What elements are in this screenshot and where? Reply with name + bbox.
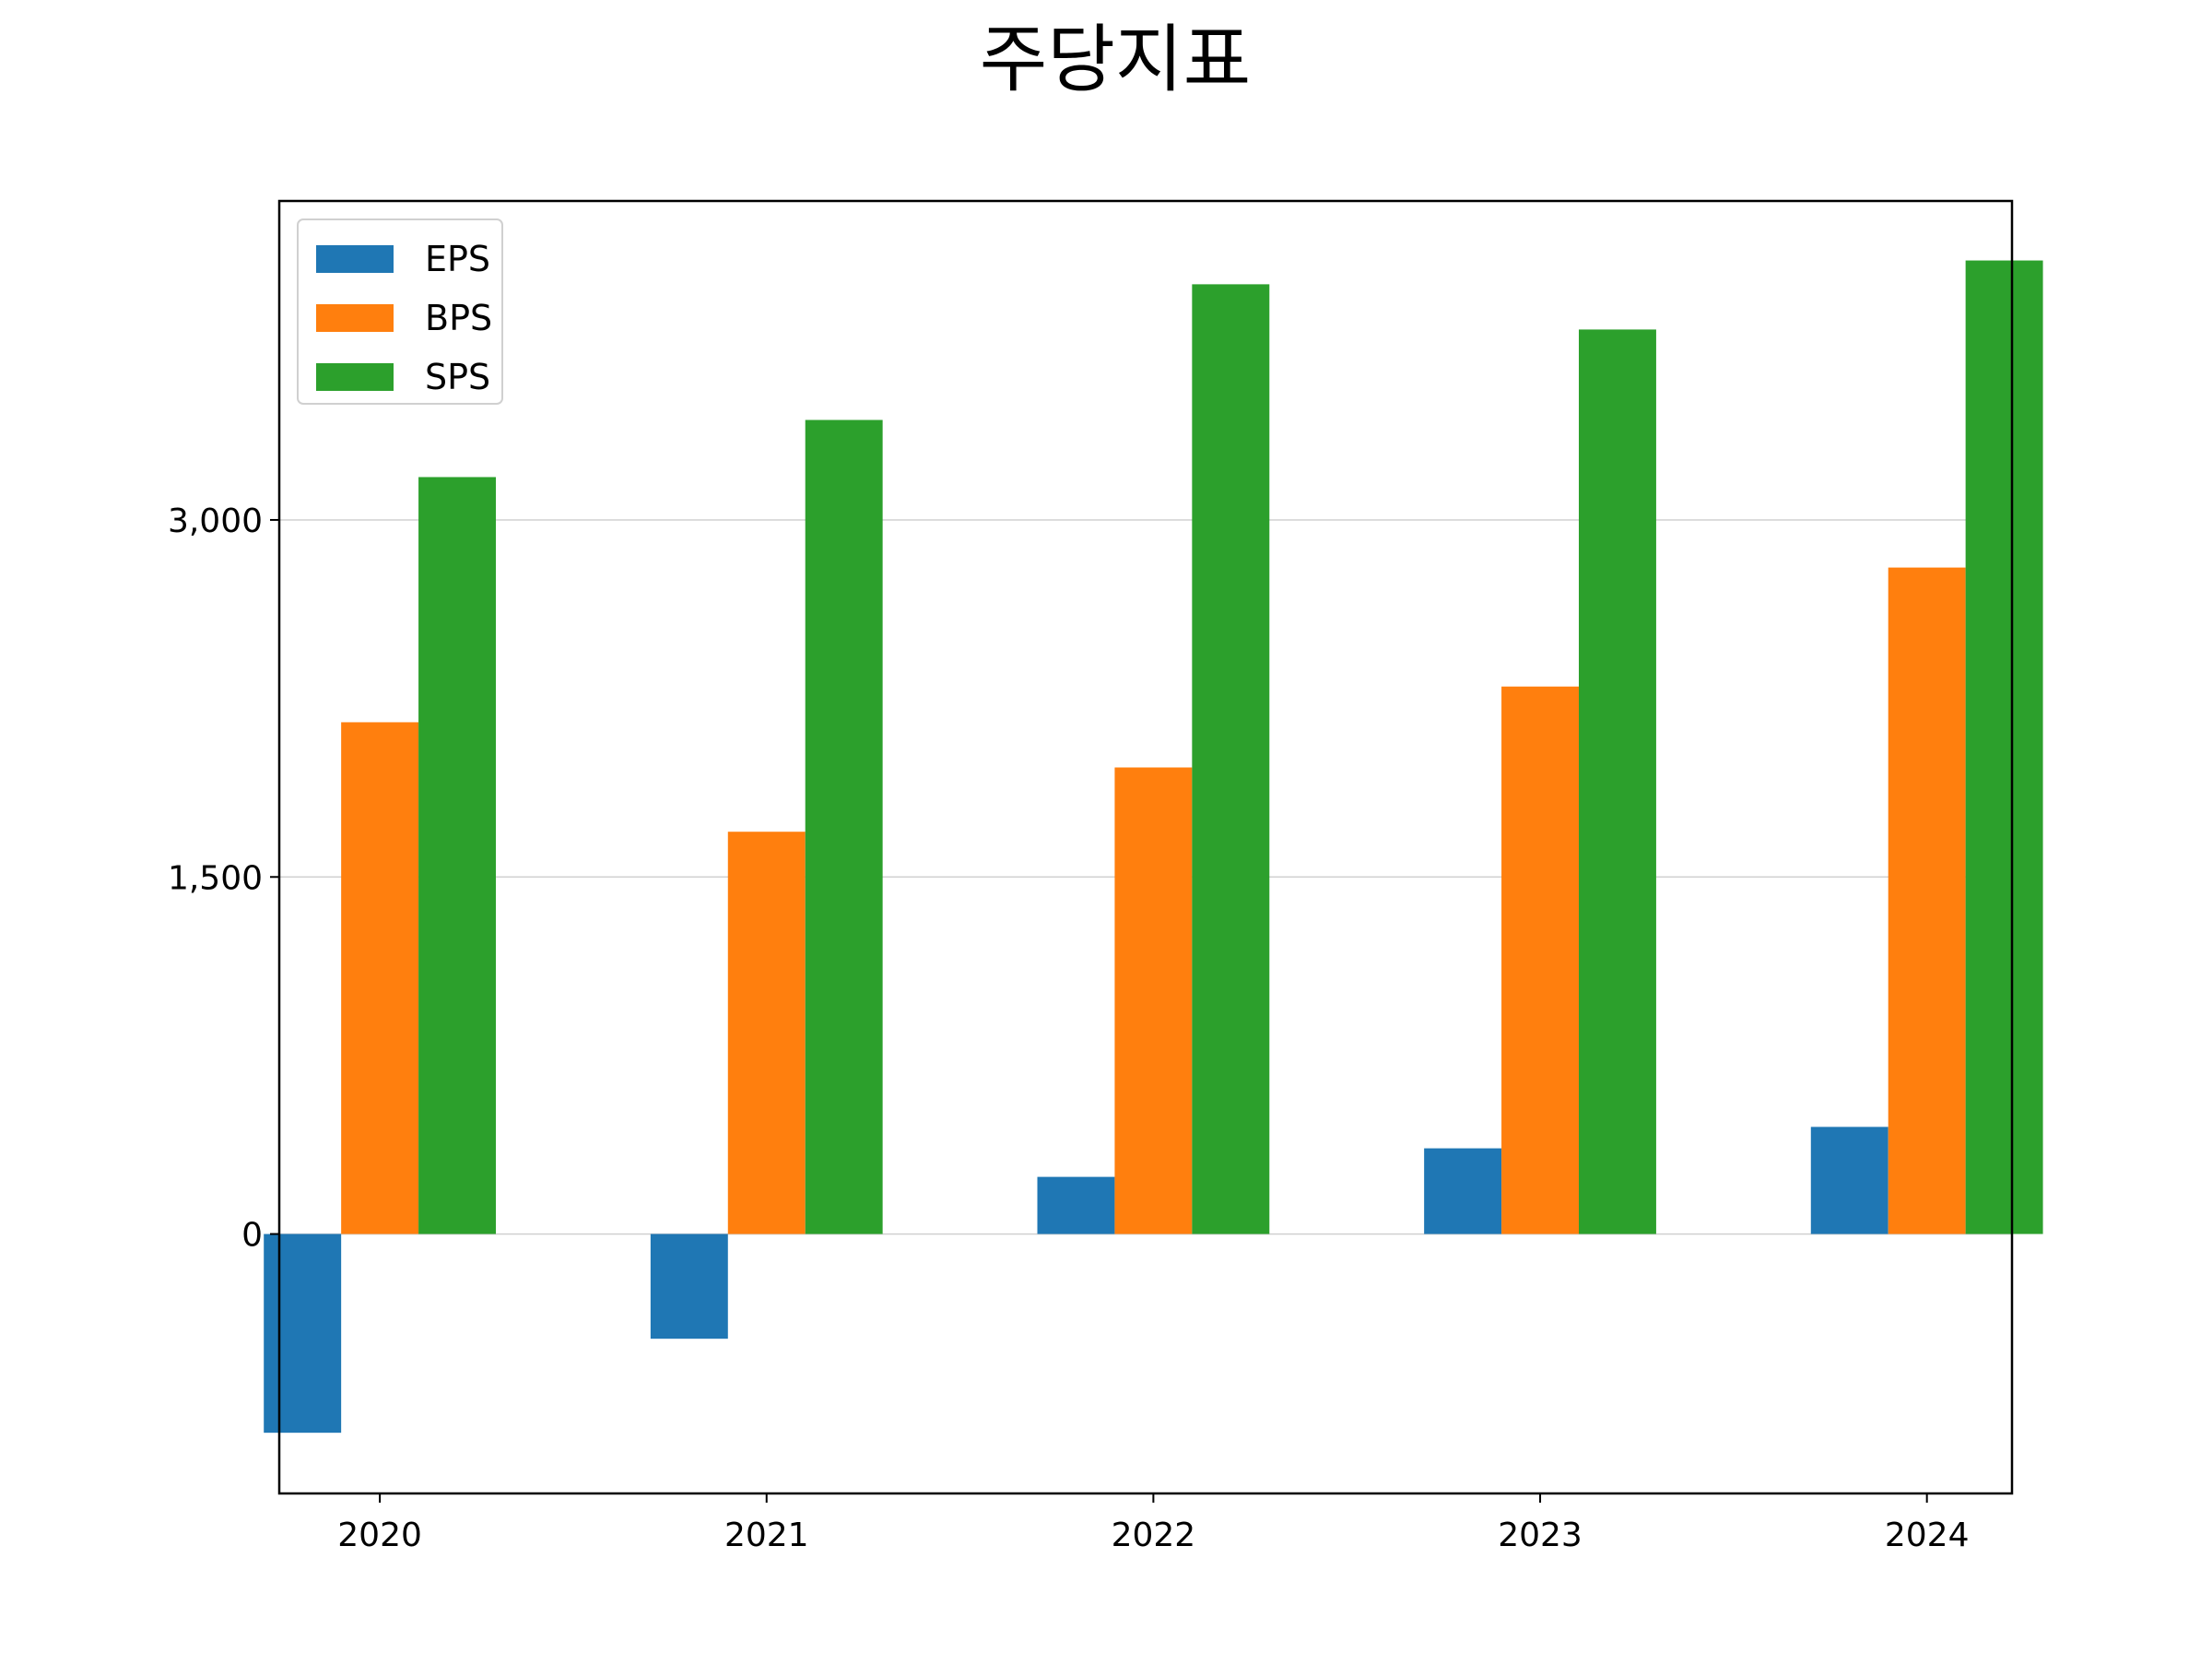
legend-label-bps: BPS (425, 298, 492, 338)
bar-eps-2023 (1424, 1148, 1502, 1234)
bar-bps-2020 (341, 722, 419, 1234)
legend-swatch-bps (316, 304, 394, 332)
y-tick-label-1: 1,500 (168, 859, 263, 897)
legend-swatch-eps (316, 245, 394, 273)
bar-bps-2022 (1114, 767, 1193, 1234)
x-tick-label-2022: 2022 (1112, 1516, 1196, 1554)
bar-eps-2024 (1810, 1127, 1888, 1234)
bars (264, 260, 2043, 1434)
x-tick-label-2021: 2021 (724, 1516, 809, 1554)
x-tick-label-2023: 2023 (1498, 1516, 1583, 1554)
bar-eps-2021 (650, 1233, 728, 1339)
x-axis: 2020 2021 2022 2023 2024 (337, 1493, 1969, 1554)
legend-label-sps: SPS (425, 357, 490, 397)
chart-title: 주당지표 (980, 17, 1251, 102)
legend-swatch-sps (316, 363, 394, 391)
bar-bps-2023 (1501, 686, 1579, 1234)
bar-sps-2021 (805, 419, 883, 1234)
bar-sps-2024 (1965, 260, 2043, 1234)
x-tick-label-2020: 2020 (337, 1516, 422, 1554)
legend-label-eps: EPS (425, 239, 490, 279)
legend[interactable]: EPS BPS SPS (297, 218, 503, 405)
y-tick-label-2: 3,000 (168, 502, 263, 540)
bar-sps-2023 (1579, 329, 1656, 1234)
y-tick-label-0: 0 (241, 1217, 263, 1255)
plot-frame (277, 199, 2014, 1495)
bar-eps-2020 (264, 1233, 342, 1434)
y-axis: 0 1,500 3,000 (168, 502, 279, 1255)
bar-sps-2020 (418, 477, 496, 1234)
bar-bps-2021 (727, 832, 806, 1234)
x-tick-label-2024: 2024 (1885, 1516, 1970, 1554)
bar-eps-2022 (1037, 1176, 1115, 1234)
bar-bps-2024 (1888, 567, 1966, 1234)
bar-sps-2022 (1192, 284, 1270, 1234)
